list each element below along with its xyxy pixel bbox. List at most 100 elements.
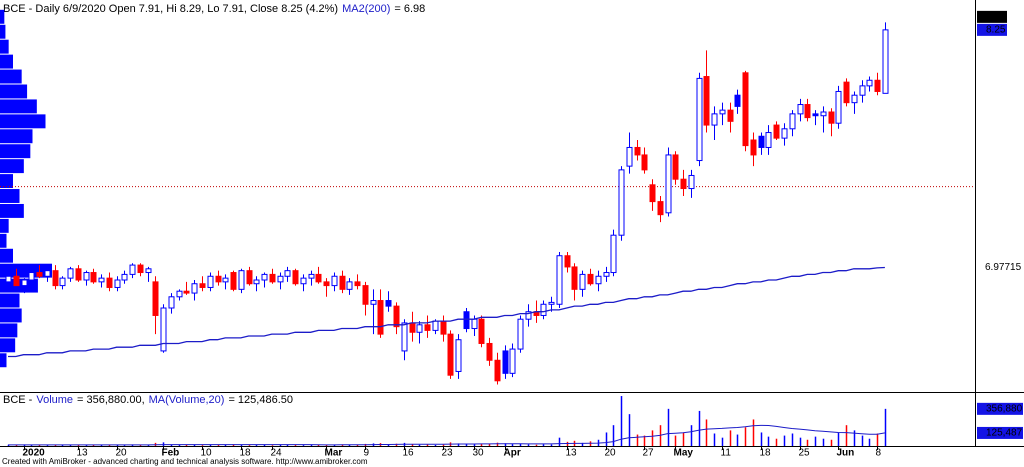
candle-body — [618, 169, 625, 236]
candle-body — [548, 301, 555, 305]
candle-body — [308, 273, 315, 279]
candle-body — [874, 79, 881, 92]
candle-body — [517, 318, 524, 350]
x-tick-label: Jun — [837, 448, 855, 459]
candle-body — [579, 273, 586, 290]
volume-title-text: BCE - — [3, 394, 33, 406]
candle-body — [765, 132, 772, 148]
candle-body — [471, 318, 478, 330]
candle-body — [672, 154, 679, 180]
candle-body — [424, 324, 431, 331]
candle-body — [502, 350, 509, 374]
candle-body — [882, 29, 889, 94]
candle-body — [571, 266, 578, 290]
candle-body — [835, 90, 842, 124]
candle-body — [183, 290, 190, 294]
candle-body — [758, 135, 765, 148]
profile-bar — [0, 233, 7, 248]
candle-body — [67, 268, 74, 279]
candle-body — [866, 79, 873, 87]
candle-body — [246, 270, 253, 285]
x-tick-label: Apr — [504, 448, 521, 459]
candle-body — [781, 128, 788, 139]
candle-body — [409, 322, 416, 333]
candle-body — [277, 275, 284, 283]
candle-body — [486, 342, 493, 361]
candle-body — [804, 104, 811, 119]
candle-body — [145, 268, 152, 274]
candle-body — [734, 94, 741, 107]
candle-body — [269, 273, 276, 283]
x-tick-label: 20 — [605, 448, 617, 459]
profile-bar — [0, 323, 18, 338]
profile-bar — [0, 114, 46, 129]
candle-body — [509, 348, 516, 374]
x-tick-label: 13 — [77, 448, 89, 459]
candle-body — [21, 279, 28, 287]
candle-body — [657, 201, 664, 216]
x-tick-label: 10 — [201, 448, 213, 459]
candle-body — [494, 359, 501, 382]
volume-ma-label: 125,487 — [986, 428, 1023, 439]
candle-body — [137, 264, 144, 274]
close-marker-box — [977, 23, 1007, 36]
candle-body — [478, 318, 485, 344]
candle-body — [556, 255, 563, 305]
x-tick-label: 8 — [876, 448, 882, 459]
candle-body — [595, 275, 602, 285]
candle-body — [75, 268, 82, 281]
candle-body — [680, 178, 687, 190]
profile-bar — [0, 24, 6, 39]
candle-body — [238, 270, 245, 290]
profile-bar — [0, 293, 20, 308]
candle-body — [106, 277, 113, 288]
candle-body — [121, 273, 128, 281]
candle-body — [463, 311, 470, 330]
candle-body — [36, 272, 43, 277]
volume-ma-line — [8, 424, 885, 446]
x-tick-label: 24 — [271, 448, 283, 459]
footer: Created with AmiBroker - advanced charti… — [2, 457, 368, 466]
volume-ma-label-box — [977, 426, 1023, 439]
candle-body — [339, 275, 346, 290]
candle-body — [215, 275, 222, 283]
volume-label-box — [977, 402, 1023, 415]
profile-bar — [0, 263, 52, 278]
x-tick-label: 16 — [403, 448, 415, 459]
profile-bar — [0, 144, 31, 159]
volume-ma-name: MA(Volume,20) — [149, 394, 225, 406]
x-tick-label: 18 — [760, 448, 772, 459]
profile-bar — [0, 84, 28, 99]
candle-body — [300, 277, 307, 285]
candle-body — [696, 77, 703, 162]
profile-bar — [0, 203, 24, 218]
candle-body — [28, 272, 35, 281]
candle-body — [540, 303, 547, 316]
candle-body — [447, 333, 454, 376]
x-tick-label: Mar — [325, 448, 343, 459]
candle-body — [634, 146, 641, 156]
candle-body — [98, 277, 105, 283]
volume-title: BCE - Volume = 356,880.00, MA(Volume,20) = 1… — [3, 394, 293, 406]
x-tick-label: 13 — [566, 448, 578, 459]
candle-body — [152, 281, 159, 316]
candle-body — [129, 264, 136, 275]
profile-bar — [0, 308, 22, 323]
candle-body — [812, 113, 819, 117]
candle-body — [5, 275, 12, 283]
candle-body — [331, 275, 338, 287]
x-tick-label: 11 — [721, 448, 732, 459]
profile-bar — [0, 129, 33, 144]
x-tick-label: Feb — [162, 448, 180, 459]
candle-body — [416, 324, 423, 333]
title-text: BCE - Daily 6/9/2020 Open 7.91, Hi 8.29,… — [3, 3, 338, 15]
candle-body — [610, 234, 617, 274]
candle-body — [564, 255, 571, 268]
profile-bar — [0, 159, 24, 174]
x-tick-label: 30 — [473, 448, 485, 459]
volume-ma-value: = 125,486.50 — [228, 394, 293, 406]
candle-body — [191, 283, 198, 294]
